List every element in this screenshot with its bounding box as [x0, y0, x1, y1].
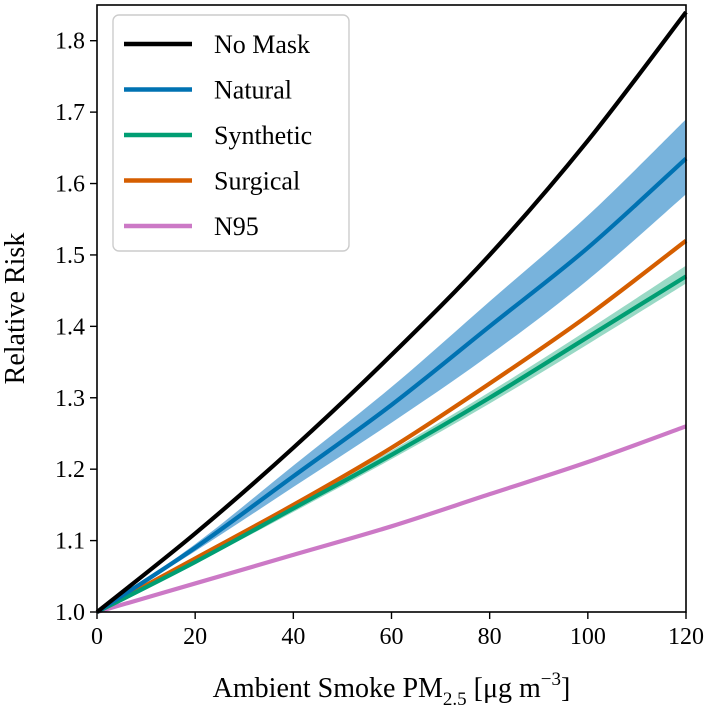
x-tick-label: 60: [380, 624, 404, 650]
y-tick-label: 1.3: [55, 386, 85, 412]
series-lines: [95, 10, 688, 615]
line-surgical: [95, 238, 688, 614]
y-tick-label: 1.6: [55, 172, 85, 198]
line-n95: [96, 424, 687, 615]
legend-label-no-mask: No Mask: [214, 30, 310, 59]
y-tick-label: 1.2: [55, 457, 85, 483]
x-axis-label: Ambient Smoke PM2.5 [μg m−3]: [213, 669, 571, 707]
y-axis-ticks: 1.0 1.1 1.2 1.3 1.4 1.5 1.6 1.7 1.8: [55, 29, 97, 626]
line-no-mask: [95, 10, 688, 614]
x-axis-ticks: 0 20 40 60 80 100 120: [91, 612, 704, 650]
x-tick-label: 80: [478, 624, 502, 650]
x-tick-label: 20: [183, 624, 207, 650]
y-tick-label: 1.8: [55, 29, 85, 55]
legend-label-synthetic: Synthetic: [214, 121, 312, 150]
x-tick-label: 100: [570, 624, 606, 650]
y-tick-label: 1.4: [55, 314, 85, 340]
y-tick-label: 1.1: [55, 529, 85, 555]
legend-label-surgical: Surgical: [214, 167, 300, 196]
legend: No Mask Natural Synthetic Surgical N95: [112, 14, 350, 252]
x-tick-label: 120: [668, 624, 704, 650]
line-natural: [95, 156, 688, 614]
x-tick-label: 0: [91, 624, 103, 650]
legend-box: [112, 14, 350, 252]
y-axis-label: Relative Risk: [0, 233, 31, 385]
x-tick-label: 40: [281, 624, 305, 650]
y-tick-label: 1.5: [55, 243, 85, 269]
legend-label-natural: Natural: [214, 76, 292, 105]
y-tick-label: 1.0: [55, 600, 85, 626]
band-synthetic: [97, 265, 686, 612]
legend-label-n95: N95: [214, 212, 259, 241]
y-tick-label: 1.7: [55, 100, 85, 126]
line-synthetic: [96, 274, 688, 614]
